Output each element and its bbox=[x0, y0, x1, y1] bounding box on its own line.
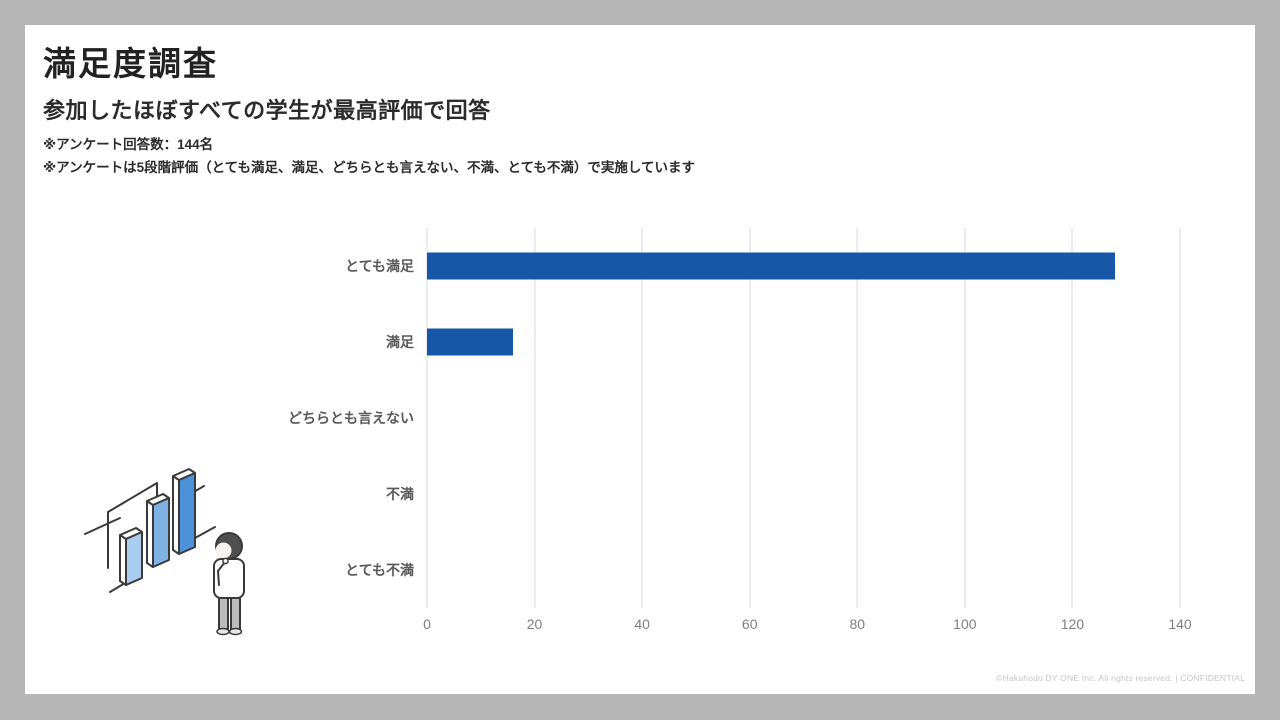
subtitle: 参加したほぼすべての学生が最高評価で回答 bbox=[43, 98, 491, 123]
note-line-scale: ※アンケートは5段階評価（とても満足、満足、どちらとも言えない、不満、とても不満… bbox=[43, 160, 696, 175]
person-face bbox=[215, 542, 232, 559]
footer-copyright: ©Hakuhodo DY ONE Inc. All rights reserve… bbox=[996, 673, 1245, 683]
gridline-120 bbox=[1071, 228, 1073, 608]
plot-area: 0 20 40 60 80 100 120 140 とても満足満足どちらとも言えない不満とても不… bbox=[288, 228, 1192, 632]
notes-block: ※アンケート回答数：144名 ※アンケートは5段階評価（とても満足、満足、どちら… bbox=[43, 133, 695, 179]
slide: 満足度調査 参加したほぼすべての学生が最高評価で回答 ※アンケート回答数：144… bbox=[25, 25, 1255, 694]
x-tick-label-20: 20 bbox=[526, 616, 543, 632]
iso-bar-short bbox=[119, 527, 143, 586]
category-label-4: とても不満 bbox=[345, 562, 414, 578]
iso-bar-tall bbox=[172, 468, 196, 555]
category-label-1: 満足 bbox=[386, 334, 414, 350]
person-viewing-bar-chart-illustration bbox=[84, 468, 245, 636]
person-shoe-right bbox=[228, 627, 243, 636]
bar-1 bbox=[427, 328, 514, 356]
x-tick-label-80: 80 bbox=[849, 616, 866, 632]
person-figure bbox=[213, 532, 245, 636]
note-line-responses: ※アンケート回答数：144名 bbox=[43, 137, 214, 152]
bar-0 bbox=[427, 252, 1116, 280]
gridline-40 bbox=[641, 228, 643, 608]
gridline-140 bbox=[1179, 228, 1181, 608]
panel-outline bbox=[107, 482, 158, 569]
person-arm bbox=[217, 561, 226, 586]
gridline-0 bbox=[426, 228, 428, 608]
gridline-80 bbox=[856, 228, 858, 608]
page-title: 満足度調査 bbox=[43, 45, 218, 82]
x-tick-label-140: 140 bbox=[1168, 616, 1192, 632]
person-shoe-left bbox=[216, 627, 230, 636]
iso-bar-medium bbox=[146, 493, 170, 568]
x-tick-label-100: 100 bbox=[953, 616, 977, 632]
x-tick-label-0: 0 bbox=[423, 616, 431, 632]
x-tick-label-120: 120 bbox=[1060, 616, 1085, 632]
category-label-2: どちらとも言えない bbox=[288, 410, 414, 426]
person-hand bbox=[222, 557, 229, 565]
gridline-60 bbox=[749, 228, 751, 608]
x-tick-label-40: 40 bbox=[634, 616, 650, 632]
gridline-20 bbox=[534, 228, 536, 608]
category-label-0: とても満足 bbox=[345, 258, 414, 274]
baseline-right bbox=[194, 526, 216, 539]
gridline-100 bbox=[964, 228, 966, 608]
x-tick-label-60: 60 bbox=[741, 616, 758, 632]
person-leg-right bbox=[230, 597, 241, 630]
category-label-3: 不満 bbox=[386, 486, 414, 502]
axis-tick-line bbox=[84, 517, 121, 535]
satisfaction-bar-chart: 0 20 40 60 80 100 120 140 とても満足満足どちらとも言えない不満とても不… bbox=[288, 228, 1192, 632]
person-leg-left bbox=[218, 597, 229, 630]
